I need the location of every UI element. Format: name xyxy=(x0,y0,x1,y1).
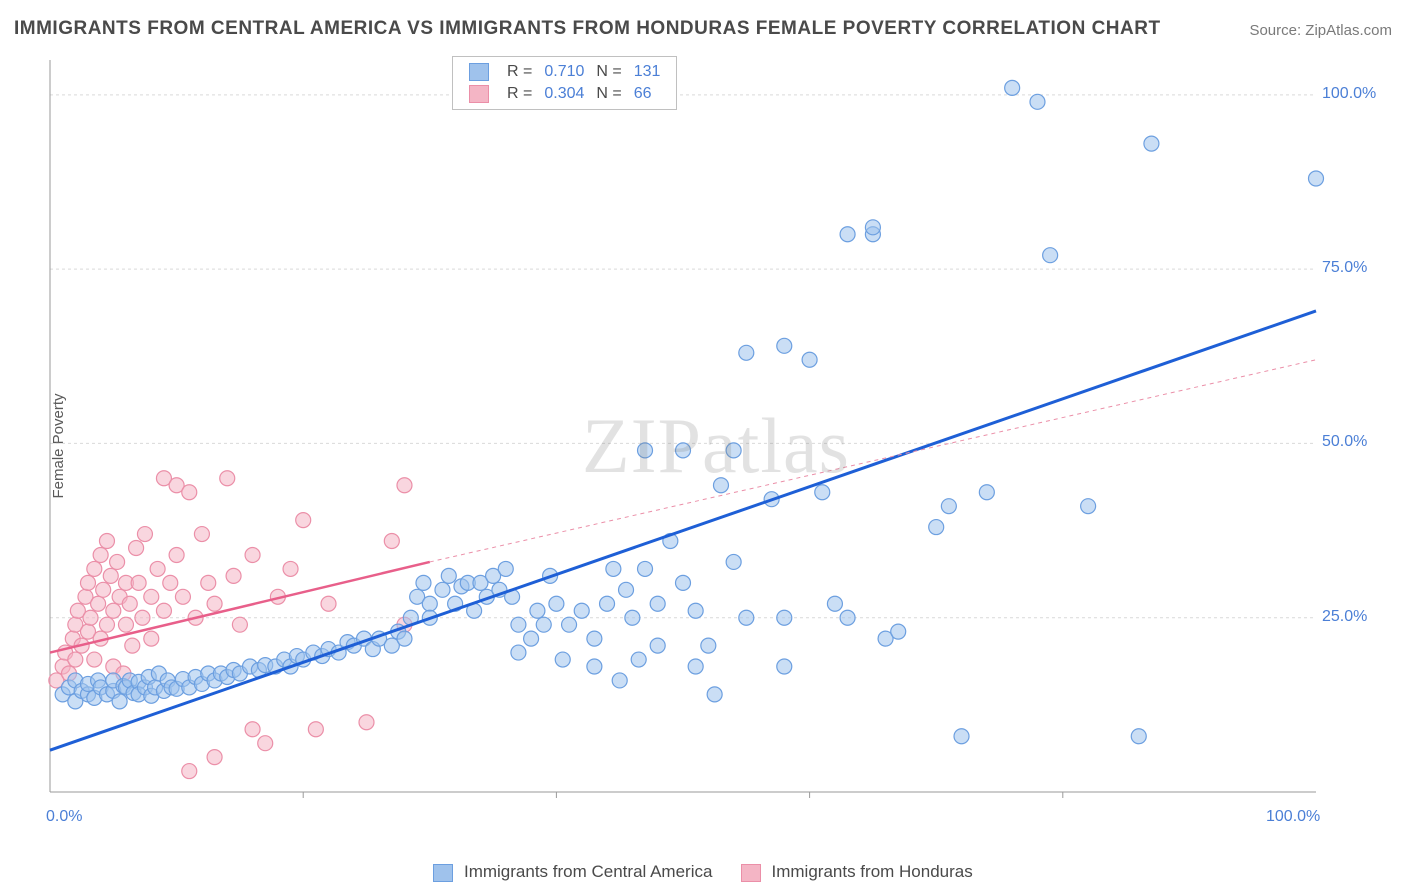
legend-N-label: N = xyxy=(590,61,627,83)
legend-label-1: Immigrants from Honduras xyxy=(772,862,973,881)
plot-area: ZIPatlas xyxy=(46,56,1386,836)
legend-R-value-1: 0.304 xyxy=(538,83,590,105)
legend-row-series-0: R = 0.710 N = 131 xyxy=(463,61,666,83)
y-tick-label: 100.0% xyxy=(1322,85,1376,103)
chart-title: IMMIGRANTS FROM CENTRAL AMERICA VS IMMIG… xyxy=(14,18,1161,40)
scatter-svg xyxy=(46,56,1386,836)
source-attribution: Source: ZipAtlas.com xyxy=(1249,22,1392,39)
legend-swatch-0 xyxy=(469,63,489,81)
legend-swatch-bottom-1 xyxy=(741,864,761,882)
legend-correlation: R = 0.710 N = 131 R = 0.304 N = 66 xyxy=(452,56,677,110)
x-tick-label: 100.0% xyxy=(1266,808,1320,826)
legend-N-value-1: 66 xyxy=(628,83,667,105)
chart-root: IMMIGRANTS FROM CENTRAL AMERICA VS IMMIG… xyxy=(0,0,1406,892)
y-tick-label: 25.0% xyxy=(1322,608,1367,626)
legend-series: Immigrants from Central America Immigran… xyxy=(0,862,1406,892)
legend-row-series-1: R = 0.304 N = 66 xyxy=(463,83,666,105)
y-tick-label: 75.0% xyxy=(1322,259,1367,277)
legend-R-label: R = xyxy=(501,61,538,83)
legend-N-label: N = xyxy=(590,83,627,105)
legend-R-value-0: 0.710 xyxy=(538,61,590,83)
legend-label-0: Immigrants from Central America xyxy=(464,862,712,881)
legend-N-value-0: 131 xyxy=(628,61,667,83)
legend-R-label: R = xyxy=(501,83,538,105)
legend-swatch-bottom-0 xyxy=(433,864,453,882)
x-tick-label: 0.0% xyxy=(46,808,82,826)
legend-swatch-1 xyxy=(469,85,489,103)
y-tick-label: 50.0% xyxy=(1322,433,1367,451)
